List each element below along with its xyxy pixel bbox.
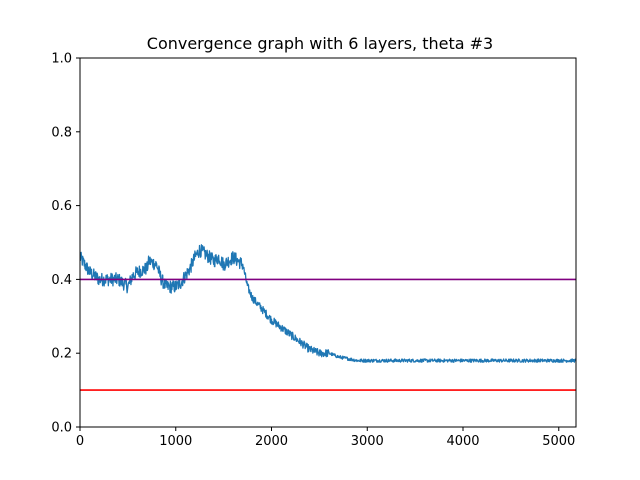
y-tick-label: 0.6 [51, 199, 72, 214]
y-tick-label: 0.2 [51, 347, 72, 362]
x-tick-label: 0 [76, 434, 84, 449]
plot-area [80, 244, 576, 391]
x-tick-label: 2000 [255, 434, 288, 449]
x-tick-label: 3000 [351, 434, 384, 449]
chart-title: Convergence graph with 6 layers, theta #… [147, 34, 493, 53]
y-tick-label: 0.4 [51, 273, 72, 288]
y-tick-label: 0.0 [51, 421, 72, 436]
axes: 0 1000 2000 3000 4000 5000 0.0 0.2 0.4 0.6 0.8 1.0 [51, 52, 577, 449]
x-tick-label: 1000 [159, 434, 192, 449]
plot-frame [79, 57, 577, 428]
y-tick-label: 0.8 [51, 125, 72, 140]
series-line [80, 244, 576, 363]
x-tick-label: 5000 [542, 434, 575, 449]
y-tick-label: 1.0 [51, 52, 72, 67]
x-tick-label: 4000 [446, 434, 479, 449]
